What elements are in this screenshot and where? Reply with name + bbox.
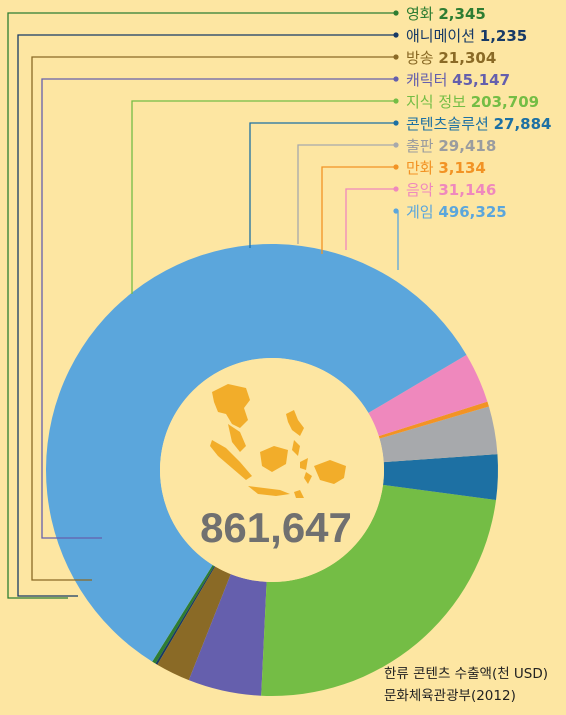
pie-slice-8 [368, 354, 488, 437]
legend-dot-1 [393, 32, 399, 38]
legend-label-5: 콘텐츠솔루션 27,884 [406, 115, 551, 133]
legend-dot-2 [393, 54, 399, 60]
legend-dot-4 [393, 98, 399, 104]
leader-line-7 [321, 166, 394, 254]
leader-line-5 [249, 122, 394, 248]
legend-label-3: 캐릭터 45,147 [406, 71, 510, 89]
pie-slice-2 [157, 566, 231, 681]
pie-slice-5 [383, 454, 498, 501]
legend-dot-3 [393, 76, 399, 82]
legend-label-9: 게임 496,325 [406, 203, 507, 221]
donut-slices [46, 244, 498, 697]
legend-dot-6 [393, 142, 399, 148]
pie-slice-4 [261, 484, 496, 697]
legend-dot-9 [393, 208, 399, 214]
legend-label-2: 방송 21,304 [406, 49, 496, 67]
legend-dot-8 [393, 186, 399, 192]
southeast-asia-map-icon [210, 384, 346, 498]
leader-line-8 [345, 188, 394, 250]
pie-slice-3 [188, 574, 267, 696]
source-text: 문화체육관광부(2012) [384, 688, 516, 704]
leader-line-4 [131, 100, 394, 294]
legend-dot-5 [393, 120, 399, 126]
pie-slice-7 [378, 401, 489, 439]
legend-label-7: 만화 3,134 [406, 159, 486, 177]
leader-line-0 [7, 12, 394, 599]
legend-label-0: 영화 2,345 [406, 5, 486, 23]
center-total: 861,647 [200, 504, 352, 551]
leader-line-3 [41, 78, 394, 539]
chart-title: 한류 콘텐츠 수출액(천 USD) [384, 666, 549, 682]
legend-label-8: 음악 31,146 [406, 181, 496, 199]
pie-slice-6 [379, 406, 498, 463]
legend: 영화 2,345 애니메이션 1,235 방송 21,304 캐릭터 45,147 지식… [393, 5, 551, 221]
leader-line-6 [297, 144, 394, 244]
legend-label-6: 출판 29,418 [406, 137, 496, 155]
leader-line-2 [31, 56, 394, 581]
pie-slice-9 [46, 244, 467, 662]
leader-lines [7, 12, 399, 599]
legend-label-4: 지식 정보 203,709 [406, 93, 539, 111]
pie-slice-0 [152, 564, 215, 664]
legend-dot-0 [393, 10, 399, 16]
legend-dot-7 [393, 164, 399, 170]
legend-label-1: 애니메이션 1,235 [406, 27, 527, 45]
leader-line-1 [17, 34, 394, 597]
pie-slice-1 [155, 565, 216, 665]
leader-line-9 [394, 210, 399, 270]
